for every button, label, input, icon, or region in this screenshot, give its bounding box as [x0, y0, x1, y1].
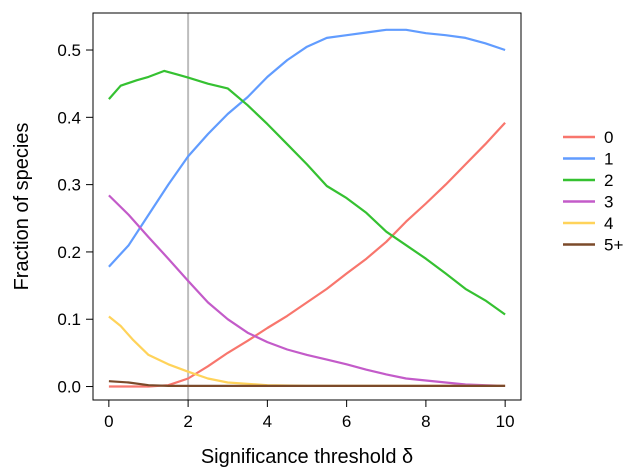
x-tick-label: 0: [104, 412, 113, 431]
series-line-3: [108, 194, 506, 387]
y-tick-label: 0.0: [57, 378, 81, 397]
series-line-4: [108, 315, 506, 387]
legend-label-0: 0: [604, 128, 613, 147]
legend-label-4: 4: [604, 214, 613, 233]
x-tick-label: 2: [183, 412, 192, 431]
x-tick-label: 8: [421, 412, 430, 431]
series-line-2: [108, 69, 506, 316]
legend-label-5: 5+: [604, 236, 623, 255]
y-tick-label: 0.3: [57, 176, 81, 195]
legend: 0 1 2 3 4 5+: [563, 128, 623, 255]
y-axis-title: Fraction of species: [11, 123, 33, 291]
y-tick-label: 0.2: [57, 243, 81, 262]
legend-label-3: 3: [604, 193, 613, 212]
x-tick-label: 4: [263, 412, 272, 431]
series-line-0: [108, 121, 506, 388]
legend-label-2: 2: [604, 171, 613, 190]
legend-label-1: 1: [604, 150, 613, 169]
y-axis: 0.0 0.1 0.2 0.3 0.4 0.5: [57, 41, 93, 397]
series-line-1: [108, 28, 506, 268]
y-tick-label: 0.1: [57, 310, 81, 329]
x-tick-label: 6: [342, 412, 351, 431]
x-tick-label: 10: [496, 412, 515, 431]
plot-frame: [92, 12, 522, 401]
x-axis-title: Significance threshold δ: [201, 446, 413, 468]
y-tick-label: 0.5: [57, 41, 81, 60]
x-axis: 0 2 4 6 8 10: [104, 400, 515, 431]
series-layer: [108, 28, 506, 388]
series-line-5: [108, 380, 506, 387]
y-tick-label: 0.4: [57, 108, 81, 127]
